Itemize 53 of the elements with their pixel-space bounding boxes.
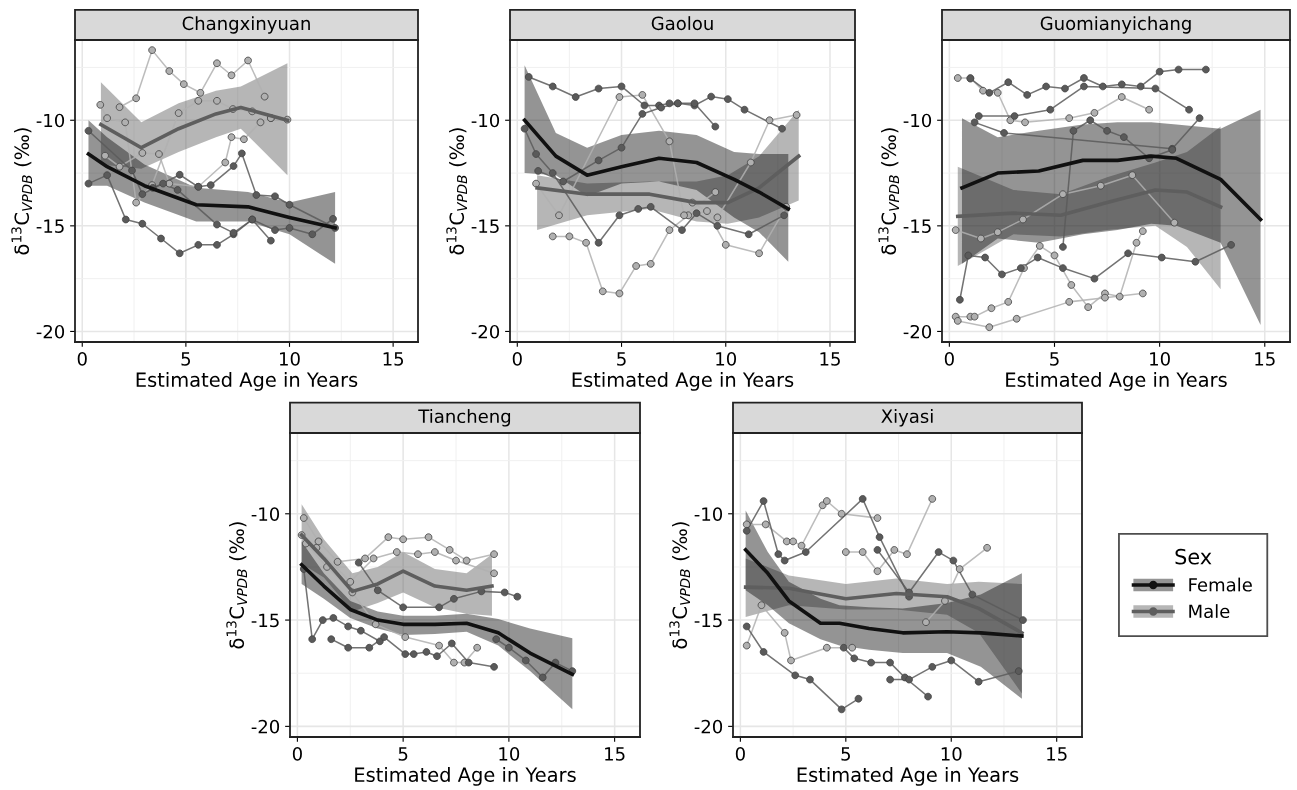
chart-title: Tiancheng [418,409,511,427]
y-tick-label: -10 [694,507,723,521]
chart-title: Xiyasi [881,409,933,427]
y-tick-label: -15 [251,613,279,628]
y-tick-label: -15 [903,219,931,233]
y-tick-label: -20 [36,324,65,339]
x-tick-label: 5 [1050,352,1059,366]
chart-title: Guomianyichang [1040,16,1191,34]
x-tick-label: 15 [605,747,625,761]
x-axis-title: Estimated Age in Years [1006,371,1227,391]
x-tick-label: 10 [1150,352,1170,366]
x-tick-label: 5 [181,352,191,366]
y-tick-label: -10 [36,113,65,128]
legend-label: Female [1189,577,1252,592]
y-tick-label: -20 [903,324,932,339]
x-tick-label: 5 [617,352,626,366]
y-axis-title: δ$^{13}$C$_{VPDB}$ (‰) [226,522,248,649]
x-tick-label: 5 [398,747,408,761]
y-tick-label: -15 [471,219,499,233]
x-axis-title: Estimated Age in Years [136,371,358,391]
x-axis-title: Estimated Age in Years [572,371,794,391]
x-tick-label: 10 [280,352,300,366]
y-tick-label: -10 [903,113,932,128]
x-tick-label: 15 [383,352,404,366]
x-tick-label: 15 [1047,747,1067,761]
y-axis-title: δ$^{13}$C$_{VPDB}$ (‰) [878,128,900,255]
y-tick-label: -15 [694,613,722,628]
legend-title: Sex [1175,548,1212,565]
y-tick-label: -20 [694,719,723,734]
y-axis-title: δ$^{13}$C$_{VPDB}$ (‰) [446,128,468,255]
y-tick-label: -10 [251,507,280,521]
y-tick-label: -20 [251,719,280,734]
x-tick-label: 0 [944,352,954,366]
chart-title: Gaolou [651,16,713,31]
x-tick-label: 10 [499,747,520,761]
x-tick-label: 10 [716,352,737,366]
y-axis-title: δ$^{13}$C$_{VPDB}$ (‰) [669,522,691,649]
x-tick-label: 0 [735,747,745,761]
legend-label: Male [1189,604,1230,619]
x-tick-label: 10 [941,747,962,761]
y-tick-label: -20 [471,324,500,339]
x-tick-label: 0 [292,747,302,761]
chart-title: Changxinyuan [182,16,310,34]
x-tick-label: 15 [820,352,840,366]
x-tick-label: 5 [841,747,850,761]
x-axis-title: Estimated Age in Years [797,766,1019,786]
x-axis-title: Estimated Age in Years [355,766,576,786]
x-tick-label: 15 [1255,352,1275,366]
y-tick-label: -15 [36,219,64,233]
x-tick-label: 0 [77,352,87,366]
x-tick-label: 0 [512,352,522,366]
y-tick-label: -10 [471,113,500,128]
y-axis-title: δ$^{13}$C$_{VPDB}$ (‰) [11,128,33,255]
